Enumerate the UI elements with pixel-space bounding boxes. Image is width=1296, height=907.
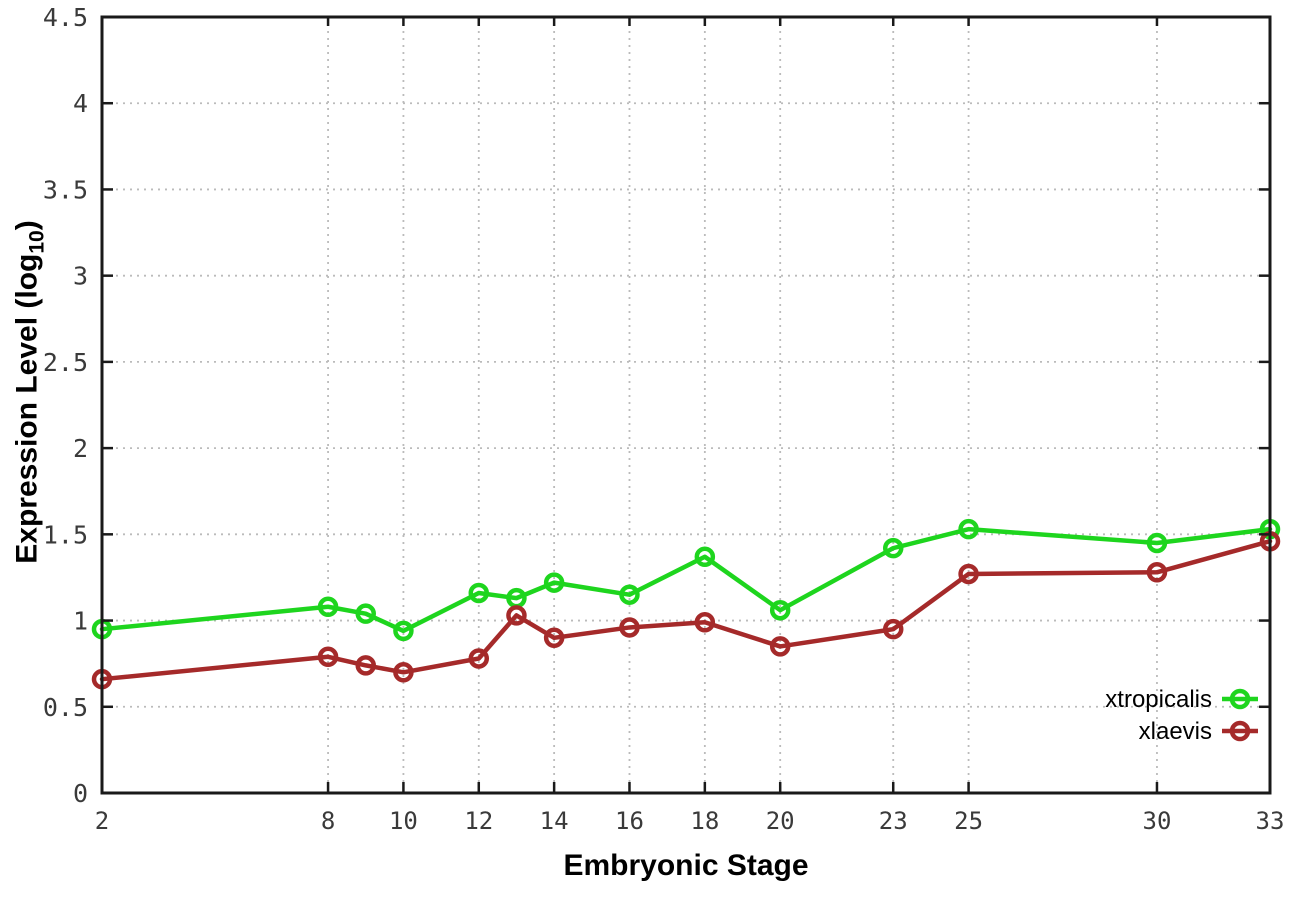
marker-xlaevis [468, 648, 490, 669]
legend-marker-xtropicalis [1229, 688, 1251, 710]
ytick-label: 0.5 [43, 693, 88, 722]
marker-xtropicalis [355, 603, 376, 624]
ytick-label: 0 [73, 779, 88, 808]
y-axis-title-text: Expression Level (log [10, 253, 44, 564]
marker-xtropicalis [1146, 532, 1168, 554]
ytick-label: 2.5 [43, 348, 88, 377]
marker-xtropicalis [769, 599, 791, 621]
xtick-label: 30 [1143, 807, 1172, 835]
ytick-label: 4 [73, 89, 88, 118]
legend-marker-xlaevis [1229, 720, 1251, 742]
marker-xtropicalis [958, 518, 979, 540]
marker-xtropicalis [619, 584, 640, 605]
ytick-label: 1 [73, 607, 88, 636]
marker-xlaevis [1146, 562, 1168, 583]
series-line-xtropicalis [99, 526, 1273, 634]
ytick-label: 4.5 [43, 3, 88, 32]
xtick-label: 33 [1256, 807, 1285, 835]
marker-xlaevis [769, 636, 791, 657]
marker-xtropicalis [317, 596, 339, 618]
marker-xtropicalis [393, 620, 414, 642]
marker-xlaevis [317, 646, 339, 668]
xtick-label: 8 [321, 807, 335, 835]
xtick-label: 25 [954, 807, 983, 835]
ytick-label: 3 [73, 262, 88, 291]
xtick-label: 18 [690, 807, 719, 835]
xtick-label: 14 [540, 807, 569, 835]
ytick-label: 2 [73, 434, 88, 463]
y-axis-title-close: ) [10, 220, 44, 231]
xtick-label: 10 [389, 807, 418, 835]
marker-xlaevis [619, 617, 640, 638]
marker-xlaevis [882, 618, 904, 640]
marker-xtropicalis [694, 546, 716, 568]
marker-xlaevis [694, 612, 716, 633]
xtick-label: 23 [879, 807, 908, 835]
y-axis-title: Expression Level (log10) [11, 220, 50, 563]
ytick-label: 1.5 [43, 520, 88, 549]
legend-label-xtropicalis: xtropicalis [1105, 686, 1212, 713]
marker-xlaevis [958, 563, 979, 585]
x-axis-title: Embryonic Stage [563, 849, 809, 882]
marker-xlaevis [543, 627, 565, 649]
plot-frame [100, 15, 1272, 795]
ytick-label: 3.5 [43, 175, 88, 204]
marker-xlaevis [393, 662, 414, 683]
xtick-label: 12 [464, 807, 493, 835]
marker-xtropicalis [468, 582, 490, 604]
marker-xtropicalis [543, 572, 565, 593]
xtick-label: 16 [615, 807, 644, 835]
marker-xlaevis [506, 605, 527, 626]
y-axis-title-subscript: 10 [25, 230, 49, 254]
marker-xtropicalis [882, 537, 904, 559]
xtick-label: 2 [95, 807, 109, 835]
marker-xlaevis [355, 655, 376, 676]
legend-label-xlaevis: xlaevis [1139, 718, 1212, 745]
xtick-label: 20 [766, 807, 795, 835]
